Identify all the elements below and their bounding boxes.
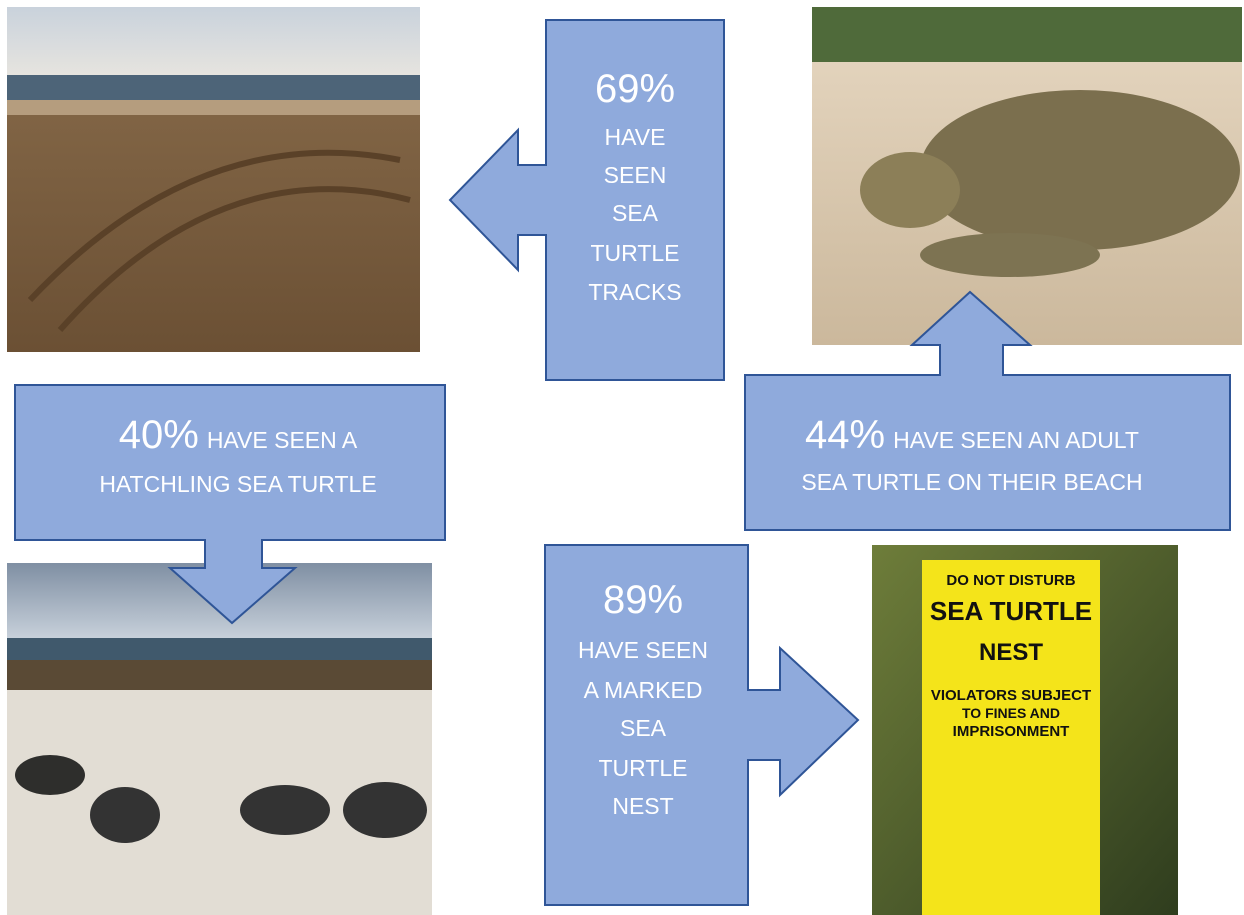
callout-line: SEA TURTLE ON THEIR BEACH xyxy=(801,469,1142,495)
callout-line: SEA xyxy=(620,715,667,741)
arrow-right xyxy=(545,545,858,905)
callout-text: HAVE SEEN AN ADULT xyxy=(893,427,1139,453)
callout-percent: 69% xyxy=(595,67,675,111)
callout-line: HAVE xyxy=(605,124,666,150)
photo-hatchlings xyxy=(7,563,432,915)
sign-line: SEA TURTLE xyxy=(930,596,1092,626)
infographic: DO NOT DISTURB SEA TURTLE NEST VIOLATORS SU… xyxy=(0,0,1244,915)
photo-adult-turtle xyxy=(812,7,1242,345)
callout-text: HAVE SEEN A xyxy=(207,427,358,453)
callout-line: SEEN xyxy=(604,162,667,188)
callout-line: HAVE SEEN xyxy=(578,637,708,663)
arrow-left xyxy=(450,20,724,380)
callout-line: SEA xyxy=(612,200,659,226)
callout-percent: 89% xyxy=(603,578,683,622)
callout-line: NEST xyxy=(612,793,673,819)
sign-line: TO FINES AND xyxy=(962,705,1060,721)
callout-line: A MARKED xyxy=(584,677,703,703)
sign-line: IMPRISONMENT xyxy=(953,723,1070,740)
sign-line: DO NOT DISTURB xyxy=(946,572,1075,589)
sign-line: NEST xyxy=(979,639,1043,666)
callout-percent: 40% xyxy=(119,413,199,457)
callout-percent: 44% xyxy=(805,413,885,457)
sign-line: VIOLATORS SUBJECT xyxy=(931,687,1091,704)
callout-line: TURTLE xyxy=(590,240,679,266)
callout-line: HATCHLING SEA TURTLE xyxy=(99,471,376,497)
callout-line: TURTLE xyxy=(598,755,687,781)
photo-beach-tracks xyxy=(7,7,420,352)
callout-line: TRACKS xyxy=(588,279,681,305)
